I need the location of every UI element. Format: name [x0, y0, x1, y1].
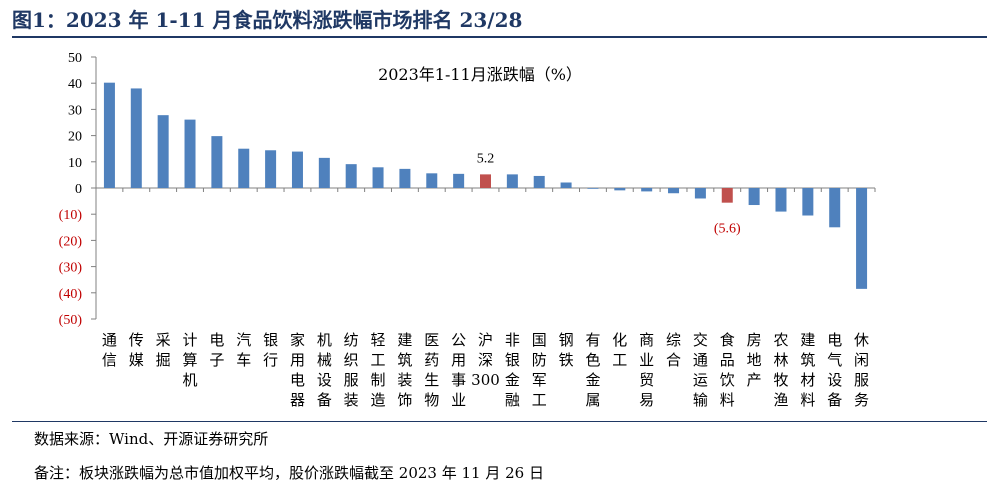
bar	[453, 173, 465, 188]
bar	[775, 188, 787, 212]
category-label: 电气设备	[827, 331, 842, 409]
bar	[211, 136, 223, 188]
footnote: 备注：板块涨跌幅为总市值加权平均，股价涨跌幅截至 2023 年 11 月 26 …	[34, 464, 544, 482]
bar	[372, 167, 384, 188]
chart-axes: 50 40 30 20 10 0 (10) (20) (30) (40) (50)	[59, 51, 876, 328]
bar	[856, 188, 868, 289]
category-label: 有色金属	[585, 331, 600, 409]
y-tick-label: 0	[75, 182, 82, 197]
category-label: 通信	[102, 331, 117, 369]
category-label: 银行	[263, 331, 278, 369]
y-tick-label: 10	[68, 156, 82, 171]
category-label: 纺织服装	[344, 331, 359, 409]
bar	[399, 168, 411, 188]
bar	[721, 188, 733, 203]
y-tick-label: (10)	[59, 208, 83, 223]
category-label: 房地产	[747, 331, 762, 389]
category-label: 化工	[612, 331, 627, 369]
bar	[103, 82, 115, 188]
y-tick-label: 50	[68, 51, 82, 66]
top-rule	[12, 36, 987, 38]
bar	[480, 174, 491, 188]
bar	[668, 188, 680, 194]
category-label: 食品饮料	[720, 331, 735, 409]
bar	[748, 188, 760, 206]
bar	[587, 188, 599, 189]
bar	[614, 188, 626, 191]
bar	[802, 188, 814, 216]
y-tick-label: (40)	[59, 287, 83, 302]
category-label: 国防军工	[532, 331, 547, 409]
category-label: 沪深 300	[471, 331, 500, 389]
category-label: 钢铁	[559, 331, 574, 369]
category-label: 交通运输	[693, 331, 708, 409]
bar	[265, 150, 277, 188]
data-labels: 5.2 (5.6)	[477, 151, 741, 236]
y-tick-label: 40	[68, 77, 82, 92]
category-label: 商业贸易	[639, 331, 654, 409]
bar	[238, 148, 250, 188]
y-tick-label: (50)	[59, 313, 83, 328]
bar	[506, 174, 518, 188]
category-label: 传媒	[129, 331, 144, 369]
bar	[641, 188, 653, 192]
category-label: 汽车	[236, 331, 251, 369]
category-label: 农林牧渔	[773, 331, 788, 409]
bar	[291, 151, 303, 188]
category-label: 家用电器	[290, 331, 305, 409]
bar-chart: 2023年1-11月涨跌幅（%） 50 40 30 20 10 0 (10) (20) (30)…	[59, 51, 876, 409]
bar	[560, 182, 572, 188]
bar	[533, 175, 545, 188]
category-label: 综合	[666, 331, 681, 369]
category-labels: 通信传媒采掘计算机电子汽车银行家用电器机械设备纺织服装轻工制造建筑装饰医药生物公…	[102, 331, 869, 409]
bar	[345, 164, 357, 188]
bar	[829, 188, 841, 228]
bar	[184, 119, 196, 188]
y-tick-label: 20	[68, 130, 82, 145]
bar	[130, 88, 142, 188]
category-label: 公用事业	[451, 331, 466, 409]
category-label: 医药生物	[424, 331, 439, 409]
figure-title: 图1：2023 年 1-11 月食品饮料涨跌幅市场排名 23/28	[12, 8, 523, 32]
category-label: 电子	[209, 331, 224, 369]
chart-bars	[103, 82, 868, 289]
category-label: 轻工制造	[371, 331, 386, 409]
bar	[694, 188, 706, 199]
y-tick-label: 30	[68, 103, 82, 118]
category-label: 机械设备	[317, 331, 332, 409]
data-label: 5.2	[477, 151, 495, 166]
chart-title: 2023年1-11月涨跌幅（%）	[378, 65, 582, 84]
bar	[426, 173, 438, 188]
category-label: 休闲服务	[854, 331, 869, 409]
category-label: 采掘	[156, 331, 171, 369]
category-label: 建筑装饰	[397, 331, 412, 409]
bar	[318, 157, 330, 188]
y-tick-label: (20)	[59, 234, 83, 249]
category-label: 建筑材料	[800, 331, 815, 409]
category-label: 计算机	[183, 331, 198, 389]
bottom-rule	[12, 421, 987, 422]
data-label: (5.6)	[714, 222, 741, 237]
bar	[157, 115, 169, 188]
category-label: 非银金融	[505, 331, 520, 409]
y-tick-label: (30)	[59, 261, 83, 276]
source-note: 数据来源：Wind、开源证券研究所	[34, 430, 269, 448]
